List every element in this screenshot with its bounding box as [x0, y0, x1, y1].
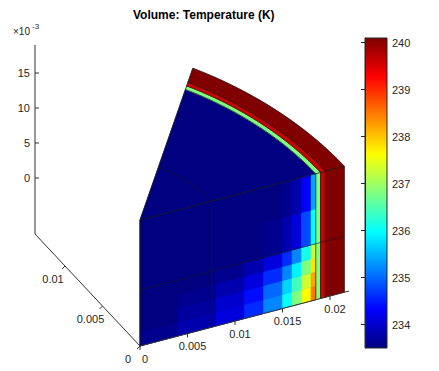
svg-text:0: 0	[24, 172, 30, 184]
svg-text:236: 236	[392, 225, 410, 237]
svg-text:238: 238	[392, 131, 410, 143]
svg-text:0.02: 0.02	[324, 303, 345, 315]
svg-text:0: 0	[125, 353, 131, 365]
svg-text:0.005: 0.005	[77, 313, 105, 325]
svg-text:239: 239	[392, 84, 410, 96]
svg-text:×10: ×10	[13, 26, 30, 37]
svg-text:0: 0	[142, 353, 148, 365]
svg-text:0.01: 0.01	[42, 273, 63, 285]
svg-text:237: 237	[392, 178, 410, 190]
svg-text:Volume: Temperature (K): Volume: Temperature (K)	[133, 8, 275, 22]
svg-text:0.005: 0.005	[179, 340, 207, 352]
svg-text:234: 234	[392, 319, 410, 331]
svg-text:0.015: 0.015	[274, 315, 302, 327]
svg-text:-3: -3	[32, 22, 40, 31]
svg-text:240: 240	[392, 37, 410, 49]
svg-text:10: 10	[18, 102, 30, 114]
svg-text:15: 15	[18, 67, 30, 79]
svg-text:0.01: 0.01	[229, 328, 250, 340]
svg-text:5: 5	[24, 137, 30, 149]
svg-text:235: 235	[392, 272, 410, 284]
